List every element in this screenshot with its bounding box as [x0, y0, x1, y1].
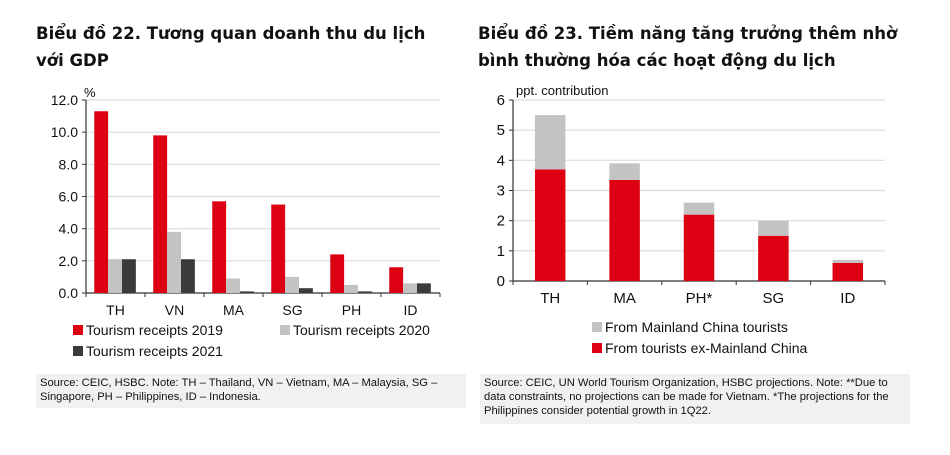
bar-VN-2021 [180, 259, 195, 293]
bar-VN-2019 [153, 135, 168, 293]
bar-PH-from-tourists-ex-mainland-china [683, 214, 715, 281]
legend-swatch-2019 [73, 325, 83, 335]
x-tick-label: VN [165, 302, 184, 318]
bar-MA-2019 [212, 201, 227, 293]
bar-MA-from-tourists-ex-mainland-china [609, 179, 640, 281]
bar-TH-from-mainland-china-tourists [534, 115, 566, 170]
chart-title: Biểu đồ 22. Tương quan doanh thu du lịch… [36, 24, 426, 70]
y-tick-label: 6 [497, 92, 505, 109]
source-note: Source: CEIC, UN World Tourism Organizat… [480, 374, 910, 424]
y-tick-label: 5 [497, 122, 505, 139]
legend-label: Tourism receipts 2019 [86, 322, 223, 338]
y-tick-label: 2.0 [59, 253, 79, 269]
legend-label: From Mainland China tourists [605, 319, 788, 335]
legend-item-2021: Tourism receipts 2021 [73, 343, 223, 359]
chart-panel-tourism-receipts: Biểu đồ 22. Tương quan doanh thu du lịch… [0, 0, 470, 455]
chart-tourism-receipts-gdp: 0.0 2.0 4.0 6.0 8.0 10.0 12.0 % TH VN MA SG PH ID [51, 85, 441, 318]
x-tick-label: TH [106, 302, 125, 318]
bar-TH-2020 [108, 259, 122, 293]
bar-MA-from-mainland-china-tourists [609, 163, 640, 180]
legend-swatch-ex-mainland-china [592, 343, 602, 353]
legend-label: From tourists ex-Mainland China [605, 340, 808, 356]
bar-MA-2021 [239, 291, 254, 293]
legend-item-2019: Tourism receipts 2019 [73, 322, 223, 338]
x-tick-label: ID [404, 302, 418, 318]
legend-item-mainland-china: From Mainland China tourists [592, 319, 788, 335]
y-tick-label: 6.0 [59, 189, 79, 205]
bar-PH-2019 [330, 254, 345, 293]
y-tick-label: 0 [497, 273, 505, 290]
bar-PH-2020 [344, 284, 358, 293]
legend-swatch-2020 [280, 325, 290, 335]
bar-ID-2019 [389, 267, 404, 293]
bar-PH-from-mainland-china-tourists [683, 202, 715, 215]
x-tick-label: ID [840, 290, 855, 307]
bar-SG-from-mainland-china-tourists [758, 220, 789, 236]
legend-swatch-mainland-china [592, 322, 602, 332]
x-tick-label: PH [342, 302, 361, 318]
source-note: Source: CEIC, HSBC. Note: TH – Thailand,… [36, 374, 466, 408]
y-axis-label: % [84, 85, 96, 100]
bar-SG-2019 [271, 204, 286, 293]
bar-SG-from-tourists-ex-mainland-china [758, 235, 789, 281]
bar-ID-from-mainland-china-tourists [832, 259, 864, 263]
x-tick-label: SG [763, 290, 785, 307]
y-tick-label: 0.0 [59, 285, 79, 301]
y-tick-label: 12.0 [51, 92, 78, 108]
y-tick-label: 4 [497, 152, 505, 169]
bar-ID-2021 [416, 283, 431, 293]
chart-panel-growth-potential: Biểu đồ 23. Tiềm năng tăng trưởng thêm n… [470, 0, 950, 455]
x-tick-label: PH* [686, 290, 713, 307]
y-tick-label: 4.0 [59, 221, 79, 237]
bar-MA-2020 [226, 278, 240, 293]
x-tick-label: MA [613, 290, 636, 307]
bar-SG-2021 [298, 288, 313, 293]
bar-TH-from-tourists-ex-mainland-china [534, 169, 566, 281]
legend-item-2020: Tourism receipts 2020 [280, 322, 430, 338]
y-tick-label: 8.0 [59, 156, 79, 172]
x-tick-label: SG [282, 302, 302, 318]
bar-VN-2020 [167, 231, 181, 293]
chart-growth-potential: 0 1 2 3 4 5 6 ppt. contribution TH MA PH* SG ID [497, 83, 886, 307]
bar-SG-2020 [285, 276, 299, 293]
bar-ID-from-tourists-ex-mainland-china [832, 262, 864, 281]
y-tick-label: 3 [497, 183, 505, 200]
y-tick-label: 2 [497, 213, 505, 230]
bar-TH-2021 [121, 259, 136, 293]
legend-item-ex-mainland-china: From tourists ex-Mainland China [592, 340, 807, 356]
bar-ID-2020 [403, 283, 417, 293]
y-axis-label: ppt. contribution [516, 83, 609, 98]
legend-label: Tourism receipts 2020 [293, 322, 430, 338]
y-tick-label: 10.0 [51, 124, 78, 140]
y-tick-label: 1 [497, 243, 505, 260]
legend-label: Tourism receipts 2021 [86, 343, 223, 359]
legend-swatch-2021 [73, 346, 83, 356]
bar-PH-2021 [357, 291, 372, 293]
bar-TH-2019 [94, 111, 109, 293]
x-tick-label: MA [223, 302, 245, 318]
chart-title: Biểu đồ 23. Tiềm năng tăng trưởng thêm n… [478, 24, 898, 70]
x-tick-label: TH [540, 290, 560, 307]
